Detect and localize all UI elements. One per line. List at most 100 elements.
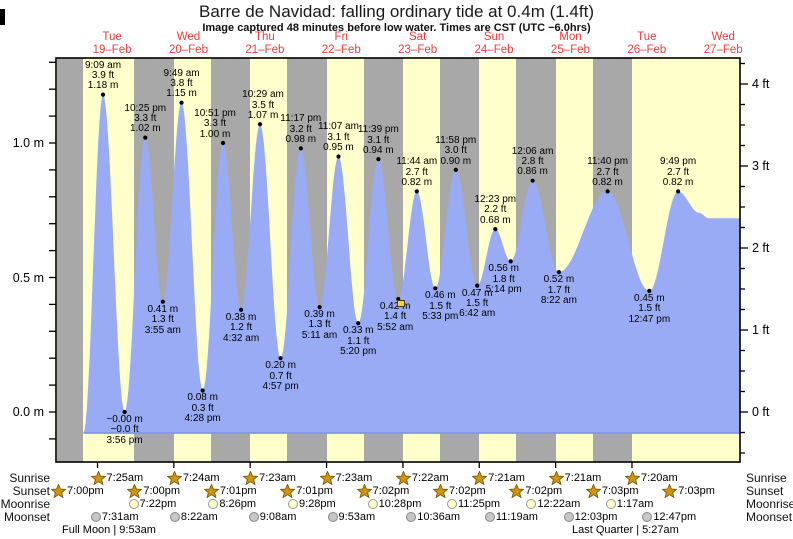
- night-band: [363, 58, 403, 462]
- moonset-event: 10:36am: [406, 510, 460, 524]
- star-shape: [280, 483, 296, 498]
- moonset-event: 9:53am: [327, 510, 375, 524]
- astro-event-time: 7:31am: [101, 510, 139, 523]
- day-label: Wed 27–Feb: [703, 31, 743, 56]
- star-shape: [356, 483, 372, 498]
- sunset-event: 7:02pm: [433, 483, 486, 498]
- star-shape: [624, 471, 640, 485]
- high-tide-annotation: 9:49 am 3.8 ft 1.15 m: [163, 67, 200, 100]
- sunrise-event: 7:22am: [395, 471, 449, 485]
- high-tide-annotation: 11:39 pm 3.1 ft 0.94 m: [357, 124, 399, 156]
- sun-star-icon: [90, 471, 106, 485]
- astro-row-moonrise: Moonrise Moonrise 7:22pm 8:26pm 9:28pm 10:28p…: [0, 497, 793, 511]
- sun-star-icon: [127, 483, 143, 498]
- star-shape: [50, 483, 66, 498]
- low-tide-annotation: 0.41 m 1.3 ft 3:55 am: [144, 303, 181, 336]
- moonset-event: 12:03pm: [563, 510, 618, 524]
- day-label: Fri 22–Feb: [321, 31, 361, 56]
- sun-star-icon: [319, 471, 335, 485]
- moonset-icon: [169, 511, 180, 522]
- astro-event-time: 9:08am: [259, 510, 297, 523]
- sun-star-icon: [624, 471, 640, 485]
- astro-event-time: 7:21am: [488, 472, 525, 484]
- sunset-event: 7:02pm: [509, 483, 563, 498]
- astro-event-time: 11:19am: [495, 510, 538, 523]
- sunrise-event: 7:23am: [243, 471, 296, 485]
- moonset-event: 8:22am: [169, 510, 218, 524]
- moon-phase-note: Full Moon | 9:53am: [62, 524, 156, 536]
- astro-event-time: 7:22pm: [139, 497, 177, 510]
- moonset-icon: [484, 511, 495, 522]
- moonrise-icon: [208, 498, 219, 509]
- moonset-icon: [248, 511, 259, 522]
- astro-row-label-right: Sunrise: [746, 471, 787, 485]
- star-shape: [472, 471, 488, 485]
- moonset-event: 9:08am: [248, 510, 297, 524]
- astro-row-label-right: Sunset: [746, 483, 784, 498]
- day-label: Tue 19–Feb: [92, 31, 132, 56]
- moonset-icon: [406, 511, 417, 522]
- sun-star-icon: [166, 471, 182, 485]
- moonrise-icon: [367, 498, 378, 509]
- sunrise-event: 7:21am: [548, 471, 601, 485]
- sun-star-icon: [356, 483, 372, 498]
- screen-artifact: [0, 9, 5, 25]
- astro-event-time: 11:25pm: [458, 497, 500, 510]
- y-axis-label-ft: 0 ft: [752, 405, 770, 419]
- moonrise-icon: [447, 498, 457, 509]
- astro-event-time: 7:00pm: [143, 484, 181, 497]
- star-shape: [395, 471, 411, 485]
- astro-event-time: 7:03pm: [601, 484, 639, 497]
- low-tide-annotation: −0.00 m −0.0 ft 3:56 pm: [106, 414, 143, 446]
- sunset-event: 7:02pm: [356, 483, 409, 498]
- astro-event-time: 7:03pm: [678, 484, 715, 497]
- sun-star-icon: [472, 471, 488, 485]
- moonset-icon: [563, 511, 574, 522]
- sun-star-icon: [203, 483, 219, 498]
- sunset-event: 7:03pm: [585, 483, 639, 498]
- day-label: Sat 23–Feb: [398, 31, 438, 56]
- chart-title: Barre de Navidad: falling ordinary tide …: [199, 2, 594, 21]
- sun-star-icon: [433, 483, 449, 498]
- y-axis-label-m: 1.0 m: [12, 136, 44, 150]
- high-tide-annotation: 12:06 am 2.8 ft 0.86 m: [511, 145, 554, 178]
- low-tide-annotation: 0.45 m 1.5 ft 12:47 pm: [628, 292, 671, 325]
- astro-row-label-right: Moonrise: [746, 496, 793, 511]
- star-shape: [243, 471, 259, 485]
- low-tide-annotation: 0.52 m 1.7 ft 8:22 am: [540, 274, 577, 306]
- astro-event-time: 7:22am: [411, 472, 449, 484]
- high-tide-annotation: 9:09 am 3.9 ft 1.18 m: [84, 59, 122, 92]
- high-tide-annotation: 10:25 pm 3.3 ft 1.02 m: [124, 102, 167, 135]
- sunrise-event: 7:25am: [90, 471, 143, 485]
- y-axis-label-ft: 1 ft: [752, 323, 770, 337]
- sun-star-icon: [662, 483, 678, 498]
- night-band: [516, 58, 556, 462]
- astro-event-time: 12:22am: [537, 497, 581, 510]
- moon-phase-note: Last Quarter | 5:27am: [572, 524, 679, 536]
- star-shape: [166, 471, 182, 485]
- moonset-icon: [642, 511, 653, 522]
- star-shape: [433, 483, 449, 498]
- y-axis-label-ft: 2 ft: [752, 241, 770, 255]
- moonrise-icon: [288, 498, 299, 509]
- astro-event-time: 7:02pm: [449, 484, 486, 497]
- moonrise-event: 12:22am: [526, 497, 580, 511]
- astro-event-time: 12:03pm: [574, 510, 618, 523]
- astro-event-time: 1:17am: [616, 497, 654, 510]
- astro-event-time: 10:36am: [417, 510, 461, 523]
- astro-row-label-left: Moonrise: [0, 496, 50, 511]
- moonrise-icon: [526, 498, 537, 509]
- astro-row-label-left: Sunrise: [9, 471, 50, 485]
- sunset-event: 7:00pm: [127, 483, 181, 498]
- star-shape: [319, 471, 335, 485]
- high-tide-annotation: 9:49 pm 2.7 ft 0.82 m: [660, 156, 697, 189]
- moonrise-event: 8:26pm: [208, 497, 256, 511]
- day-label: Mon 25–Feb: [550, 31, 590, 56]
- day-label: Thu 21–Feb: [245, 31, 285, 56]
- astro-event-time: 7:23am: [259, 472, 296, 484]
- y-axis-label-ft: 4 ft: [752, 77, 770, 91]
- astro-event-time: 7:02pm: [525, 484, 563, 497]
- astro-event-time: 12:47pm: [653, 510, 697, 523]
- moonset-event: 7:31am: [90, 510, 139, 524]
